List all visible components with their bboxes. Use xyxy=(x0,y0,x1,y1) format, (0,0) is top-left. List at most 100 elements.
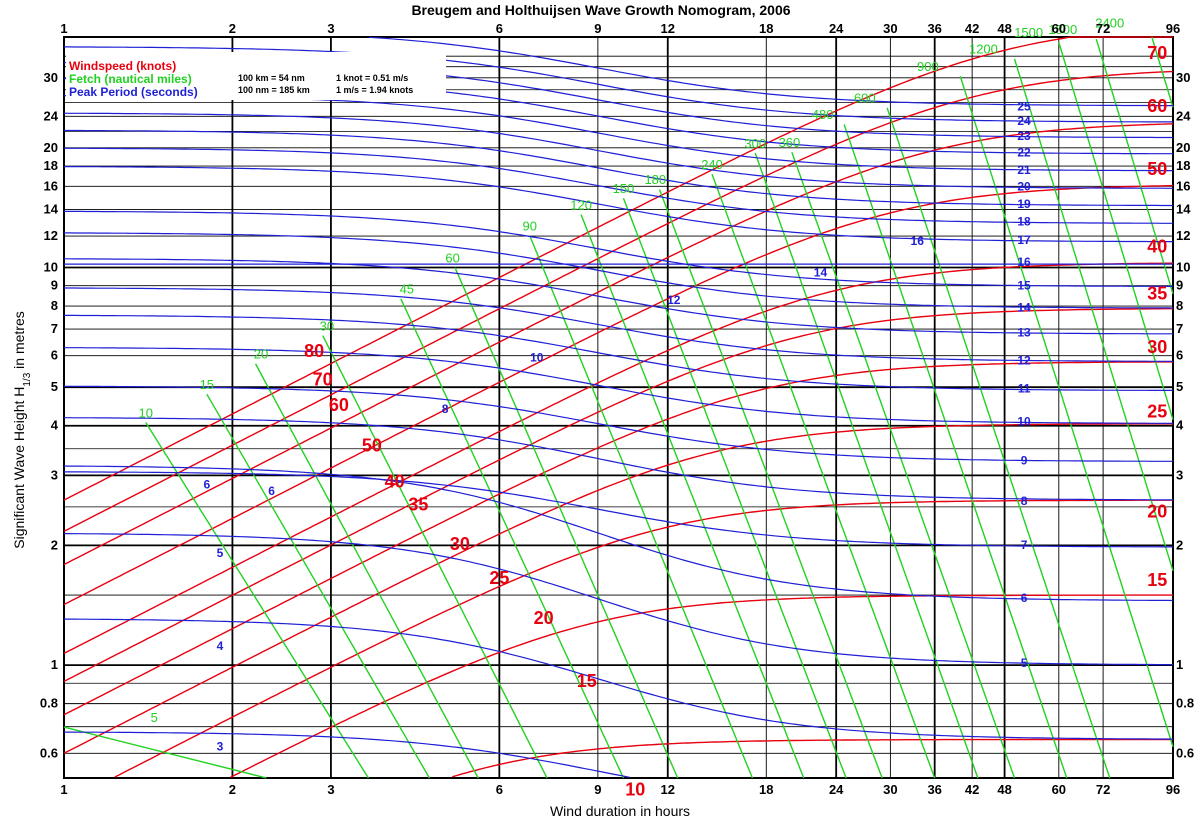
peak-period-curve-8 xyxy=(64,417,1173,501)
x-tick-label-bottom: 18 xyxy=(759,782,773,797)
windspeed-curve-15 xyxy=(229,594,1173,779)
y-tick-label-left: 10 xyxy=(44,260,58,275)
x-tick-label-bottom: 6 xyxy=(496,782,503,797)
y-tick-label-left: 8 xyxy=(51,298,58,313)
fetch-line-10 xyxy=(145,422,369,779)
fetch-label-360: 360 xyxy=(779,135,801,150)
y-axis-label-suffix: in metres xyxy=(11,311,27,372)
x-tick-label-bottom: 30 xyxy=(883,782,897,797)
peak-period-curve-21 xyxy=(64,95,1173,172)
windspeed-label-15: 15 xyxy=(577,671,597,691)
peak-period-label-12: 12 xyxy=(667,293,681,307)
windspeed-curve-10 xyxy=(452,738,1173,778)
windspeed-label-20: 20 xyxy=(534,608,554,628)
y-tick-label-left: 30 xyxy=(44,70,58,85)
peak-period-label-8: 8 xyxy=(442,402,449,416)
peak-period-end-label-6: 6 xyxy=(1021,591,1028,605)
fetch-line-1800 xyxy=(1095,38,1174,295)
y-tick-label-right: 4 xyxy=(1176,418,1184,433)
windspeed-curve-20 xyxy=(114,499,1173,778)
peak-period-curve-24 xyxy=(64,46,1173,123)
windspeed-label-30: 30 xyxy=(450,534,470,554)
windspeed-end-label-50: 50 xyxy=(1147,159,1167,179)
fetch-line-120 xyxy=(580,214,805,779)
y-tick-label-right: 2 xyxy=(1176,537,1183,552)
y-tick-label-left: 1 xyxy=(51,657,58,672)
fetch-line-360 xyxy=(791,151,1016,779)
peak-period-end-label-9: 9 xyxy=(1021,453,1028,467)
fetch-line-30 xyxy=(322,335,548,779)
curve-labels: 1015152020252530303535404050506060707080… xyxy=(139,15,1168,799)
y-tick-label-left: 16 xyxy=(44,178,58,193)
peak-period-end-label-19: 19 xyxy=(1017,197,1031,211)
fetch-label-900: 900 xyxy=(917,59,939,74)
windspeed-label-80: 80 xyxy=(304,341,324,361)
conversion-speed: 1 m/s = 1.94 knots xyxy=(336,85,413,95)
x-tick-label-top: 1 xyxy=(60,21,67,36)
peak-period-end-label-15: 15 xyxy=(1017,279,1031,293)
y-tick-label-right: 30 xyxy=(1176,70,1190,85)
y-tick-label-right: 7 xyxy=(1176,321,1183,336)
y-tick-label-left: 0.8 xyxy=(40,696,58,711)
x-tick-label-top: 42 xyxy=(965,21,979,36)
peak-period-curve-5 xyxy=(64,533,1173,666)
windspeed-end-label-35: 35 xyxy=(1147,284,1167,304)
fetch-line-90 xyxy=(529,235,754,779)
x-tick-label-bottom: 3 xyxy=(327,782,334,797)
fetch-line-5 xyxy=(63,726,267,779)
windspeed-end-label-40: 40 xyxy=(1147,237,1167,257)
x-tick-label-top: 2 xyxy=(229,21,236,36)
y-tick-label-right: 16 xyxy=(1176,178,1190,193)
windspeed-end-label-30: 30 xyxy=(1147,337,1167,357)
peak-period-curve-20 xyxy=(63,112,1173,189)
fetch-label-15: 15 xyxy=(200,377,214,392)
peak-period-end-label-8: 8 xyxy=(1021,494,1028,508)
y-tick-label-right: 9 xyxy=(1176,278,1183,293)
windspeed-label-35: 35 xyxy=(408,494,428,514)
windspeed-label-25: 25 xyxy=(489,568,509,588)
peak-period-curve-13 xyxy=(64,258,1173,335)
x-tick-label-bottom: 48 xyxy=(997,782,1011,797)
peak-period-curves xyxy=(63,36,1174,778)
x-tick-label-top: 96 xyxy=(1166,21,1180,36)
peak-period-end-label-20: 20 xyxy=(1017,180,1031,194)
windspeed-end-label-25: 25 xyxy=(1147,401,1167,421)
peak-period-curve-14 xyxy=(64,232,1174,309)
y-tick-label-left: 14 xyxy=(44,201,59,216)
x-tick-label-bottom: 24 xyxy=(829,782,844,797)
x-tick-label-bottom: 36 xyxy=(927,782,941,797)
fetch-label-120: 120 xyxy=(570,197,592,212)
peak-period-end-label-16: 16 xyxy=(1017,255,1031,269)
x-tick-label-bottom: 1 xyxy=(60,782,67,797)
fetch-label-1200: 1200 xyxy=(969,42,998,57)
x-tick-label-top: 12 xyxy=(661,21,675,36)
x-tick-label-top: 48 xyxy=(997,21,1011,36)
windspeed-end-label-20: 20 xyxy=(1147,502,1167,522)
fetch-label-30: 30 xyxy=(320,318,334,333)
peak-period-curve-3 xyxy=(64,731,630,778)
peak-period-end-label-22: 22 xyxy=(1017,146,1031,160)
windspeed-label-10: 10 xyxy=(625,779,645,799)
y-tick-label-left: 3 xyxy=(51,467,58,482)
peak-period-curve-17 xyxy=(64,166,1173,243)
fetch-line-600 xyxy=(886,107,1111,779)
fetch-line-15 xyxy=(206,393,431,779)
peak-period-end-label-18: 18 xyxy=(1017,215,1031,229)
fetch-label-240: 240 xyxy=(701,157,723,172)
windspeed-label-40: 40 xyxy=(385,471,405,491)
peak-period-curve-11 xyxy=(64,314,1173,391)
fetch-line-2400 xyxy=(1151,36,1174,108)
peak-period-label-3: 3 xyxy=(217,739,224,753)
conversion-metric: 100 km = 54 nm xyxy=(238,73,305,83)
legend-entry: Windspeed (knots) xyxy=(69,59,176,73)
peak-period-curve-6 xyxy=(63,465,1174,602)
fetch-label-90: 90 xyxy=(523,218,537,233)
peak-period-curve-15 xyxy=(64,210,1173,287)
fetch-label-5: 5 xyxy=(151,710,158,725)
peak-period-label-16: 16 xyxy=(911,234,925,248)
x-tick-label-bottom: 60 xyxy=(1052,782,1066,797)
peak-period-end-label-5: 5 xyxy=(1021,656,1028,670)
fetch-label-20: 20 xyxy=(254,347,268,362)
fetch-label-1800: 1800 xyxy=(1048,22,1077,37)
y-tick-label-right: 5 xyxy=(1176,379,1183,394)
